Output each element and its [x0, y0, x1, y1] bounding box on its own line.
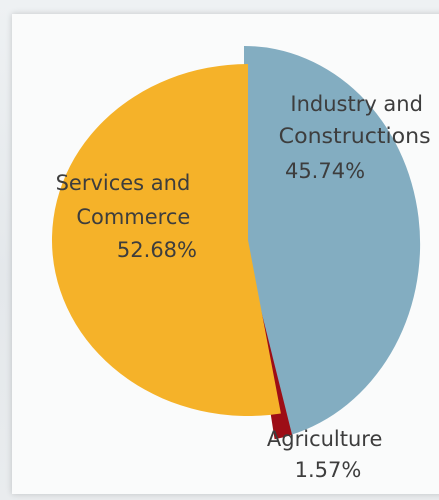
industry-label: Industry and Constructions 45.74%: [279, 92, 438, 183]
agriculture-label: Agriculture 1.57%: [267, 427, 389, 482]
industry-value-label: 45.74%: [285, 159, 365, 183]
agriculture-value-label: 1.57%: [295, 458, 362, 482]
services-value-label: 52.68%: [117, 238, 197, 262]
services-label-line2: Commerce: [76, 205, 190, 229]
industry-label-line1: Industry and: [290, 92, 423, 116]
services-slice: [51, 63, 281, 416]
services-label: Services and Commerce 52.68%: [56, 171, 197, 262]
industry-label-line2: Constructions: [279, 124, 431, 148]
industry-slice: [244, 45, 421, 435]
services-label-line1: Services and: [56, 171, 191, 195]
agriculture-label-line1: Agriculture: [267, 427, 383, 451]
